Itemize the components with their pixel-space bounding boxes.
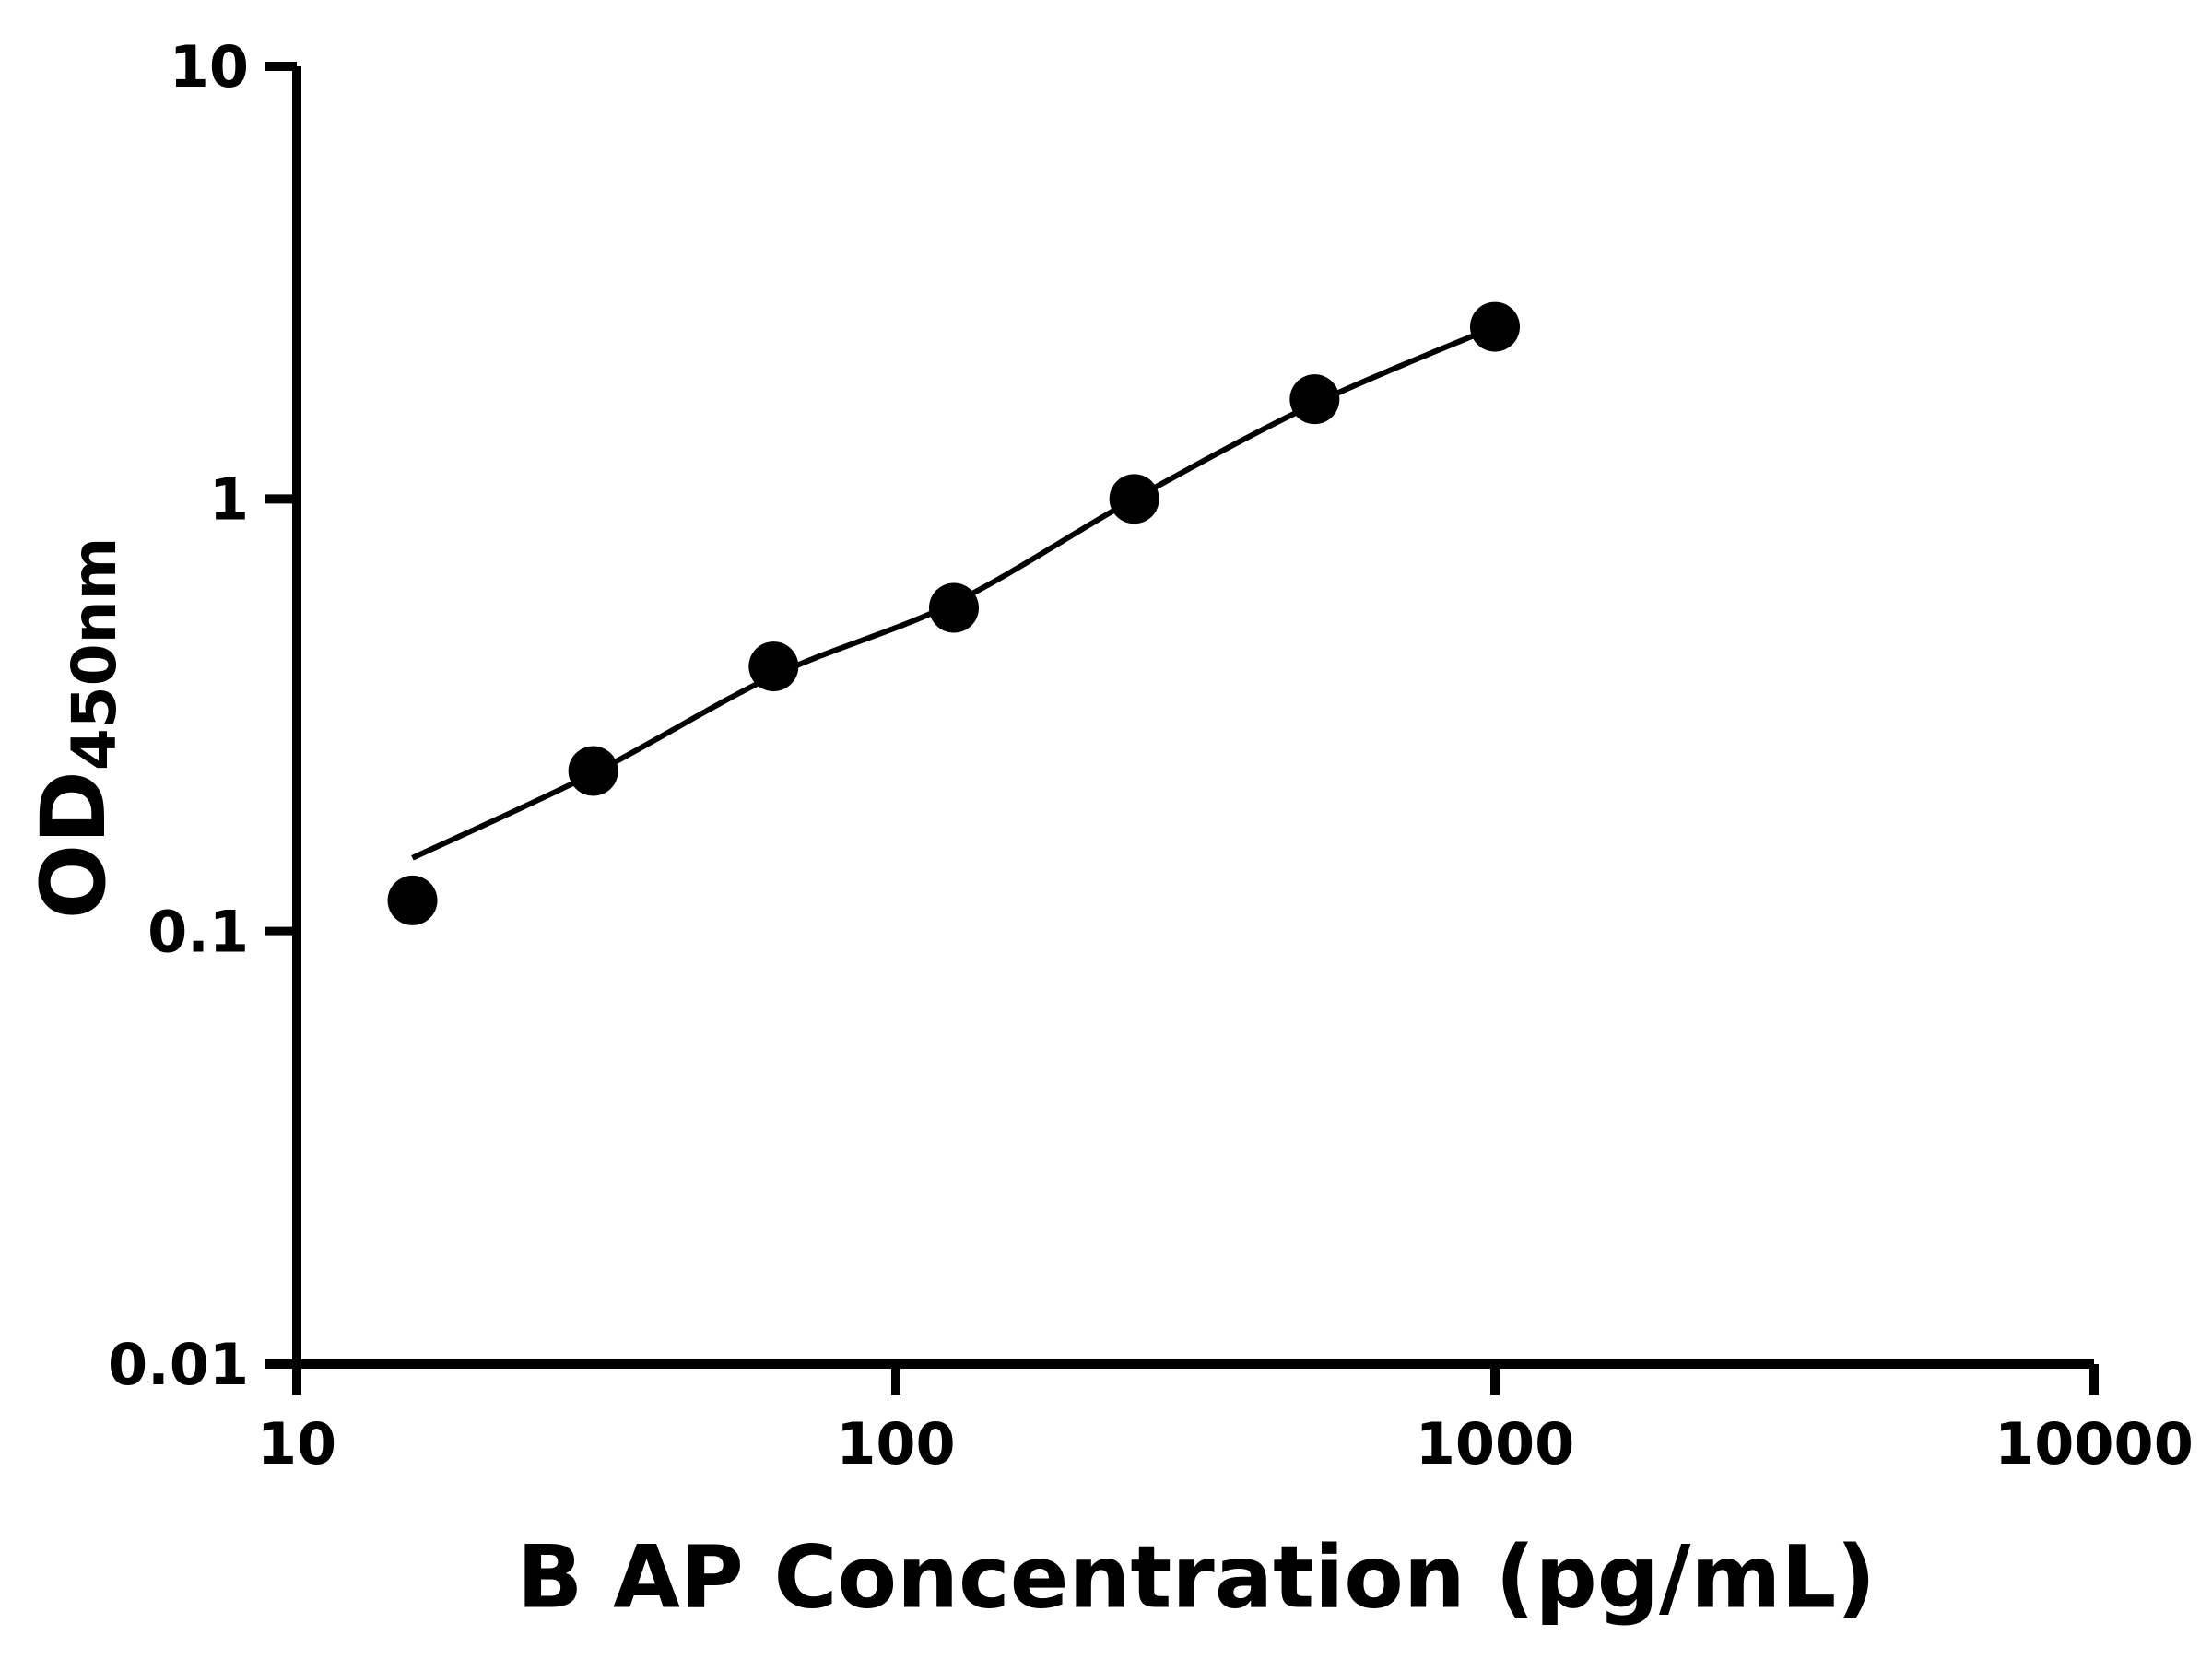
- y-axis-title: OD450nm: [22, 537, 130, 920]
- x-tick-label: 1000: [1416, 1410, 1575, 1477]
- x-tick-label: 100: [836, 1410, 955, 1477]
- data-point: [748, 641, 799, 692]
- y-tick-label: 0.1: [147, 899, 249, 966]
- y-tick-label: 0.01: [108, 1331, 249, 1398]
- data-point: [387, 875, 438, 925]
- data-point: [1289, 374, 1340, 425]
- y-tick-label: 10: [170, 33, 249, 100]
- y-axis-title-main: OD: [22, 771, 125, 920]
- data-point: [928, 582, 979, 633]
- data-point: [1109, 474, 1159, 524]
- x-tick-label: 10000: [1994, 1410, 2194, 1477]
- y-axis-title-subscript: 450nm: [59, 536, 130, 771]
- data-point: [568, 746, 618, 796]
- y-tick-label: 1: [209, 465, 249, 533]
- x-axis-title: B AP Concentration (pg/mL): [516, 1527, 1877, 1629]
- data-point: [1470, 301, 1520, 352]
- x-tick-label: 10: [257, 1410, 336, 1477]
